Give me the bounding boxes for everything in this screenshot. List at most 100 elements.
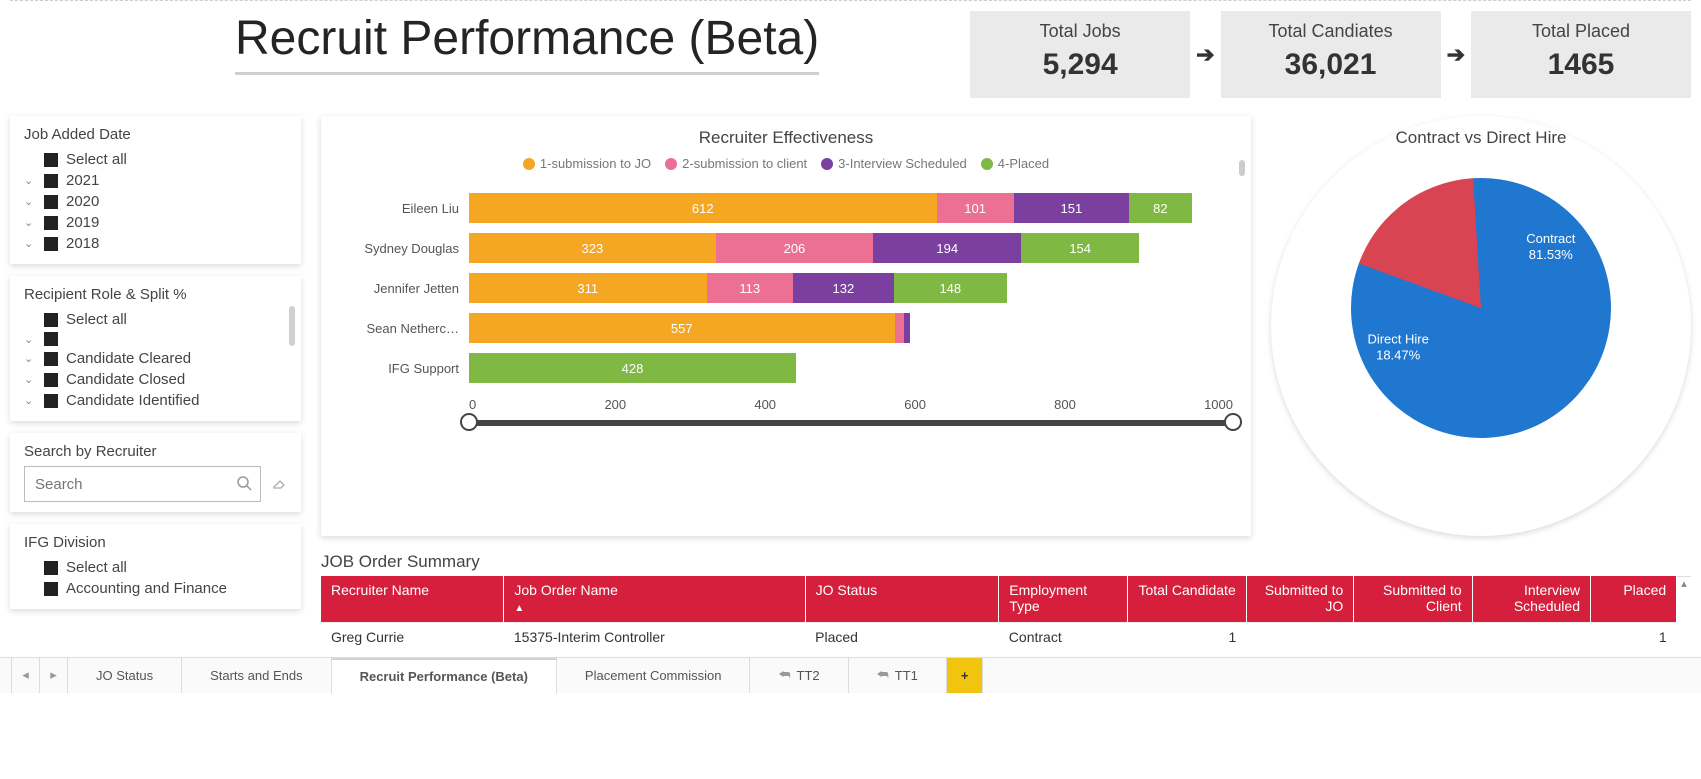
- kpi-label: Total Candiates: [1221, 21, 1441, 42]
- report-tab[interactable]: JO Status: [68, 658, 182, 693]
- slicer-item[interactable]: Accounting and Finance: [24, 578, 287, 599]
- table-header[interactable]: Placed: [1591, 576, 1677, 622]
- table-header[interactable]: Employment Type: [999, 576, 1128, 622]
- filter-ifg-division[interactable]: IFG Division Select all Accounting and F…: [10, 524, 301, 609]
- add-tab-button[interactable]: +: [947, 658, 984, 693]
- job-order-table[interactable]: Recruiter NameJob Order Name▲JO StatusEm…: [321, 576, 1677, 651]
- tab-nav-prev[interactable]: ◂: [12, 658, 40, 693]
- checkbox-icon[interactable]: [44, 561, 58, 575]
- bar-segment[interactable]: 557: [469, 313, 895, 343]
- range-handle-min[interactable]: [460, 413, 478, 431]
- table-header[interactable]: Interview Scheduled: [1472, 576, 1590, 622]
- table-header[interactable]: Submitted to Client: [1354, 576, 1472, 622]
- checkbox-icon[interactable]: [44, 313, 58, 327]
- report-tab[interactable]: Placement Commission: [557, 658, 751, 693]
- bar-segment[interactable]: 154: [1021, 233, 1139, 263]
- panel-title: IFG Division: [24, 534, 287, 551]
- bar-row[interactable]: Jennifer Jetten311113132148: [339, 271, 1233, 305]
- table-header[interactable]: Job Order Name▲: [504, 576, 805, 622]
- checkbox-icon[interactable]: [44, 394, 58, 408]
- checkbox-icon[interactable]: [44, 153, 58, 167]
- slicer-item[interactable]: ⌄ 2019: [24, 212, 287, 233]
- slicer-item[interactable]: Select all: [24, 149, 287, 170]
- bar-segment[interactable]: 311: [469, 273, 707, 303]
- checkbox-icon[interactable]: [44, 195, 58, 209]
- tab-label: Recruit Performance (Beta): [360, 669, 528, 684]
- tab-nav-next[interactable]: ▸: [40, 658, 68, 693]
- filter-recipient-role[interactable]: Recipient Role & Split % Select all⌄ ⌄ C…: [10, 276, 301, 421]
- bar-row[interactable]: Eileen Liu61210115182: [339, 191, 1233, 225]
- report-tab[interactable]: Recruit Performance (Beta): [332, 658, 557, 693]
- bar-row[interactable]: Sydney Douglas323206194154: [339, 231, 1233, 265]
- range-handle-max[interactable]: [1224, 413, 1242, 431]
- arrow-icon: ➔: [1196, 42, 1214, 68]
- bar-segment[interactable]: 82: [1129, 193, 1192, 223]
- scrollbar-thumb[interactable]: [289, 306, 295, 346]
- bar-segment[interactable]: 194: [873, 233, 1021, 263]
- bar-segment[interactable]: 148: [894, 273, 1007, 303]
- legend-item[interactable]: 2-submission to client: [665, 156, 807, 171]
- slicer-item[interactable]: ⌄ 2020: [24, 191, 287, 212]
- slicer-item[interactable]: Select all: [24, 309, 287, 330]
- filter-job-added-date[interactable]: Job Added Date Select all⌄ 2021⌄ 2020⌄: [10, 116, 301, 264]
- table-row[interactable]: Greg Currie15375-Interim ControllerPlace…: [321, 622, 1677, 651]
- axis-tick: 0: [469, 397, 476, 412]
- bar-segment[interactable]: 151: [1014, 193, 1129, 223]
- checkbox-icon[interactable]: [44, 237, 58, 251]
- slicer-item[interactable]: ⌄ Candidate Identified: [24, 390, 287, 411]
- tab-label: Placement Commission: [585, 668, 722, 683]
- chevron-down-icon: ⌄: [24, 216, 36, 229]
- slicer-item[interactable]: ⌄ Candidate Cleared: [24, 348, 287, 369]
- slicer-label: 2019: [66, 214, 99, 231]
- bar-segment[interactable]: 101: [937, 193, 1014, 223]
- scrollbar-thumb[interactable]: [1239, 160, 1245, 176]
- legend-item[interactable]: 4-Placed: [981, 156, 1049, 171]
- bar-segment[interactable]: 428: [469, 353, 796, 383]
- slicer-item[interactable]: ⌄ 2018: [24, 233, 287, 254]
- job-order-summary: JOB Order Summary Recruiter NameJob Orde…: [321, 552, 1691, 651]
- slicer-item[interactable]: ⌄: [24, 330, 287, 348]
- checkbox-icon[interactable]: [44, 174, 58, 188]
- search-icon[interactable]: [236, 475, 252, 494]
- checkbox-icon[interactable]: [44, 373, 58, 387]
- slicer-item[interactable]: ⌄ Candidate Closed: [24, 369, 287, 390]
- table-scroll-up[interactable]: ▴: [1677, 576, 1691, 651]
- table-header[interactable]: Total Candidate: [1128, 576, 1246, 622]
- bar-segment[interactable]: 206: [716, 233, 873, 263]
- checkbox-icon[interactable]: [44, 216, 58, 230]
- kpi-card: Total Candiates 36,021: [1221, 11, 1441, 98]
- checkbox-icon[interactable]: [44, 582, 58, 596]
- table-header[interactable]: Recruiter Name: [321, 576, 504, 622]
- kpi-label: Total Jobs: [970, 21, 1190, 42]
- legend-item[interactable]: 3-Interview Scheduled: [821, 156, 967, 171]
- checkbox-icon[interactable]: [44, 332, 58, 346]
- report-tab[interactable]: Starts and Ends: [182, 658, 332, 693]
- report-tab[interactable]: ⮪TT2: [750, 658, 848, 693]
- eraser-icon[interactable]: [271, 475, 287, 494]
- bar-category: IFG Support: [339, 361, 469, 376]
- search-input[interactable]: [33, 475, 236, 494]
- filter-search-recruiter: Search by Recruiter: [10, 433, 301, 512]
- table-cell: Contract: [999, 622, 1128, 651]
- legend-item[interactable]: 1-submission to JO: [523, 156, 651, 171]
- bar-segment[interactable]: [904, 313, 910, 343]
- report-tab[interactable]: ⮪TT1: [849, 658, 947, 693]
- recruiter-effectiveness-chart[interactable]: Recruiter Effectiveness 1-submission to …: [321, 116, 1251, 536]
- table-cell: 1: [1128, 622, 1246, 651]
- bar-row[interactable]: IFG Support428: [339, 351, 1233, 385]
- contract-vs-direct-chart[interactable]: Contract vs Direct Hire Direct Hire18.47…: [1271, 116, 1691, 536]
- bar-row[interactable]: Sean Netherc…557: [339, 311, 1233, 345]
- bar-segment[interactable]: 132: [793, 273, 894, 303]
- slicer-item[interactable]: ⌄ 2021: [24, 170, 287, 191]
- range-slider[interactable]: [469, 420, 1233, 426]
- slicer-label: Select all: [66, 151, 127, 168]
- table-cell: 1: [1591, 622, 1677, 651]
- table-header[interactable]: JO Status: [805, 576, 999, 622]
- bar-segment[interactable]: 612: [469, 193, 937, 223]
- checkbox-icon[interactable]: [44, 352, 58, 366]
- bar-segment[interactable]: 113: [707, 273, 793, 303]
- bar-segment[interactable]: 323: [469, 233, 716, 263]
- bar-segment[interactable]: [895, 313, 904, 343]
- table-header[interactable]: Submitted to JO: [1246, 576, 1354, 622]
- slicer-item[interactable]: Select all: [24, 557, 287, 578]
